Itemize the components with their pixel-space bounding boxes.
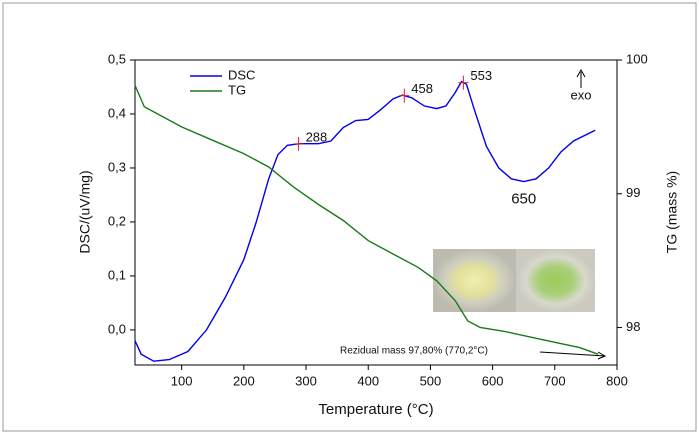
y-tick-label: 0,4 xyxy=(108,105,126,120)
valley-label: 650 xyxy=(511,190,536,207)
y-tick-label: 0,2 xyxy=(108,213,126,228)
peak-label: 458 xyxy=(411,81,433,96)
y-tick-label: 0,0 xyxy=(108,321,126,336)
exo-arrow xyxy=(576,68,586,88)
legend-label: TG xyxy=(228,82,246,97)
x-tick-label: 600 xyxy=(482,373,504,388)
peak-mark xyxy=(399,88,410,103)
legend-label: DSC xyxy=(228,67,255,82)
series-line xyxy=(134,80,596,362)
x-tick-label: 700 xyxy=(544,373,566,388)
plot-area xyxy=(134,59,618,366)
residual-note: Rezidual mass 97,80% (770,2°C) xyxy=(340,346,488,357)
exo-label: exo xyxy=(571,87,592,102)
peak-label: 288 xyxy=(306,129,328,144)
y-axis-title: DSC/(uV/mg) xyxy=(77,170,93,253)
y-tick-label: 0,1 xyxy=(108,267,126,282)
series-line xyxy=(134,85,599,355)
y2-tick-label: 100 xyxy=(626,51,648,66)
x-axis-title: Temperature (°C) xyxy=(318,401,433,418)
y-tick-label: 0,3 xyxy=(108,159,126,174)
y2-axis-title: TG (mass %) xyxy=(664,171,680,253)
peak-label: 553 xyxy=(470,68,492,83)
peak-mark xyxy=(458,75,469,90)
y2-tick-label: 98 xyxy=(626,319,640,334)
x-tick-label: 400 xyxy=(357,373,379,388)
x-tick-label: 100 xyxy=(171,373,193,388)
y2-tick-label: 99 xyxy=(626,185,640,200)
residual-arrow xyxy=(539,351,607,360)
photo-green xyxy=(516,249,595,312)
x-tick-label: 300 xyxy=(295,373,317,388)
x-tick-label: 800 xyxy=(606,373,628,388)
frame xyxy=(2,2,697,432)
y-tick-label: 0,5 xyxy=(108,51,126,66)
peak-mark xyxy=(293,136,304,151)
photo-yellow xyxy=(433,249,516,312)
x-tick-label: 200 xyxy=(233,373,255,388)
x-tick-label: 500 xyxy=(420,373,442,388)
